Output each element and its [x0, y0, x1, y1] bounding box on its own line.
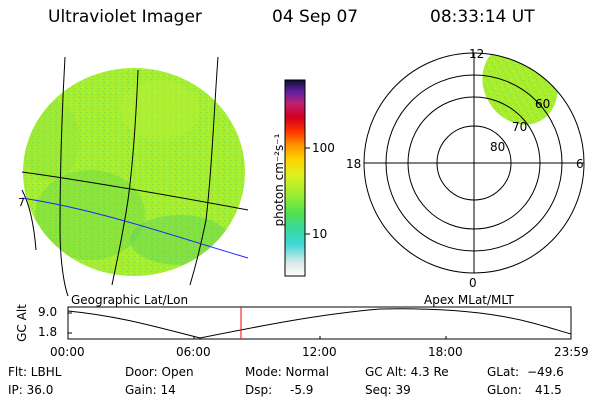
gc-alt-plot — [67, 306, 572, 340]
mlt-label-top: 12 — [469, 47, 485, 61]
meridian-line — [189, 56, 219, 286]
glon-value: 41.5 — [535, 383, 562, 397]
gain-status: Gain: 14 — [125, 383, 176, 397]
gc-ytick-1-8: 1.8 — [38, 325, 58, 339]
gc-xtick-0000: 00:00 — [50, 345, 85, 359]
gc-ylabel: GC Alt — [15, 304, 29, 342]
lat-label-80: 80 — [490, 140, 506, 154]
gc-xtick-2359: 23:59 — [554, 345, 589, 359]
glat-value: −49.6 — [527, 365, 564, 379]
colorbar-unit-label: photon cm⁻²s⁻¹ — [272, 133, 286, 227]
meridian-line — [59, 56, 69, 297]
terminator-line — [21, 197, 249, 259]
lat-label-60: 60 — [535, 97, 551, 111]
glon-label: GLon: — [487, 383, 522, 397]
colorbar-tick-10: 10 — [312, 227, 328, 241]
lat-label-70: 70 — [512, 120, 528, 134]
dsp-value: -5.9 — [290, 383, 314, 397]
gc-xtick-0600: 06:00 — [176, 345, 211, 359]
gc-xtick-1800: 18:00 — [428, 345, 463, 359]
uv-disk-image — [23, 68, 245, 276]
ip-status: IP: 36.0 — [8, 383, 54, 397]
mlt-label-bottom: 0 — [469, 276, 477, 290]
gc-alt-status: GC Alt: 4.3 Re — [365, 365, 449, 379]
colorbar — [284, 79, 306, 277]
glat-label: GLat: — [487, 365, 520, 379]
geo-edge-mark: 7 — [18, 196, 25, 209]
gc-xtick-1200: 12:00 — [302, 345, 337, 359]
time-label: 08:33:14 UT — [430, 7, 535, 27]
mlt-label-left: 18 — [346, 157, 362, 171]
meridian-line — [111, 69, 139, 286]
instrument-title: Ultraviolet Imager — [48, 7, 202, 27]
seq-status: Seq: 39 — [365, 383, 411, 397]
mode-status: Mode: Normal — [245, 365, 329, 379]
gc-ytick-9: 9.0 — [38, 305, 58, 319]
grid-edge-line — [21, 189, 37, 251]
polar-plot — [363, 52, 585, 274]
geo-caption: Geographic Lat/Lon — [71, 293, 189, 307]
gc-plot-frame — [67, 306, 572, 340]
gc-alt-curve — [67, 308, 572, 339]
flt-status: Flt: LBHL — [8, 365, 62, 379]
geo-grid — [21, 56, 249, 297]
date-label: 04 Sep 07 — [272, 7, 359, 27]
door-status: Door: Open — [125, 365, 194, 379]
colorbar-tick-100: 100 — [312, 141, 335, 155]
parallel-line — [21, 171, 249, 211]
polar-caption: Apex MLat/MLT — [424, 293, 514, 307]
mlt-label-right: 6 — [576, 157, 584, 171]
dsp-label: Dsp: — [245, 383, 273, 397]
